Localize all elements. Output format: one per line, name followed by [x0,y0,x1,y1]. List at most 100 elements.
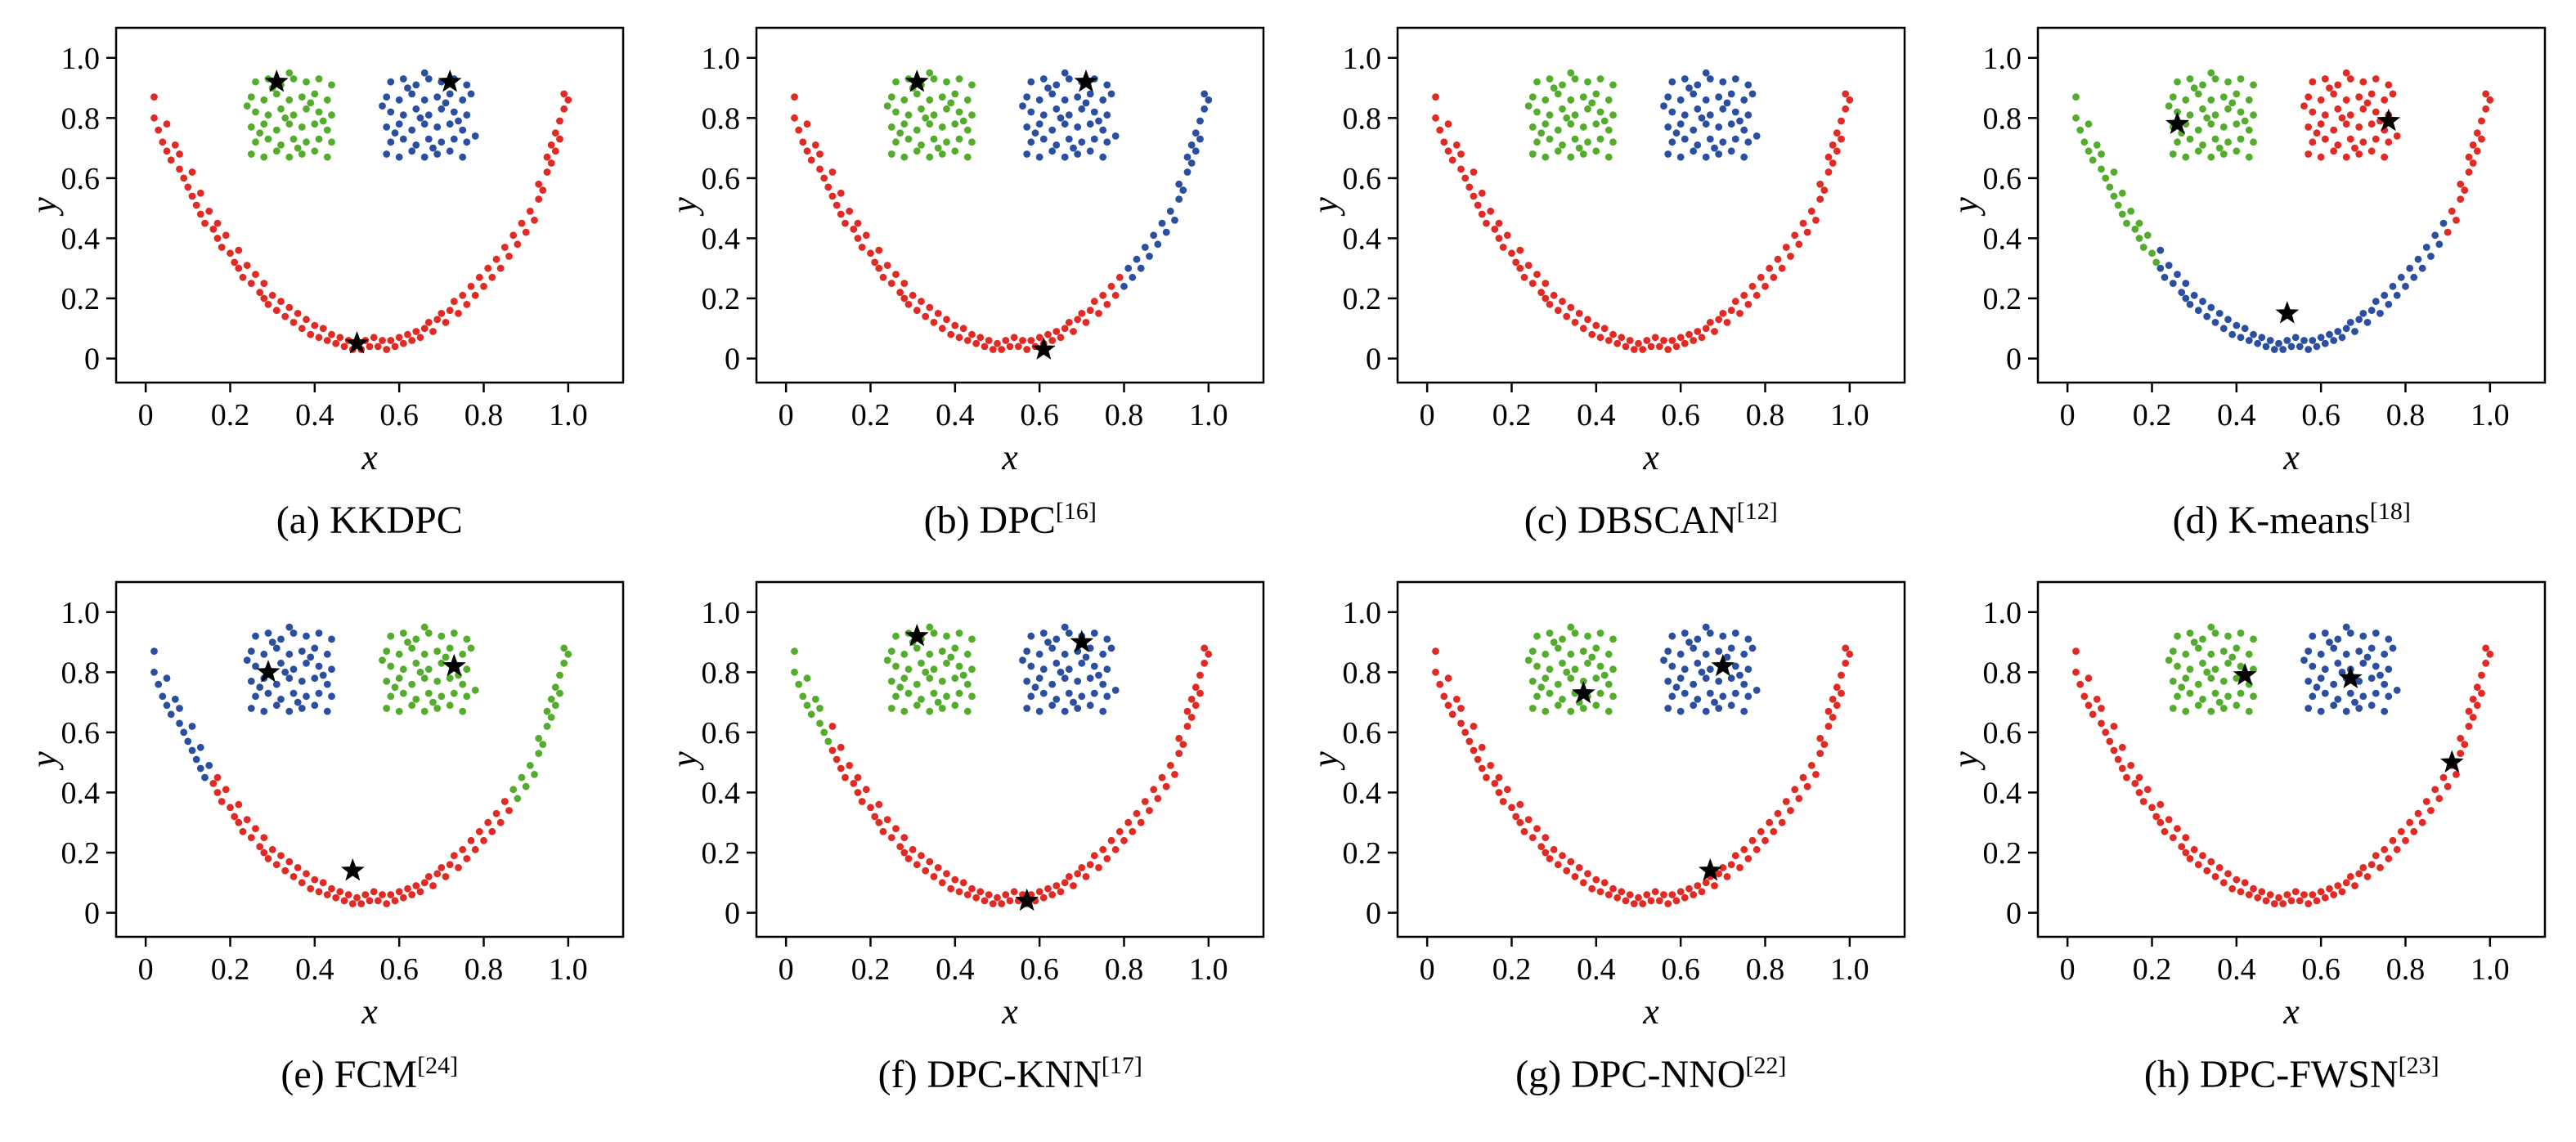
data-point [2258,334,2266,342]
data-point [1036,650,1043,658]
data-point [913,307,921,315]
data-point [192,201,200,209]
data-point [947,653,955,661]
data-point [543,707,551,715]
data-point [1205,650,1213,658]
data-point [1087,307,1094,315]
data-point [438,105,445,113]
data-point [2414,809,2422,817]
data-point [2233,644,2241,652]
data-point [2334,882,2342,889]
data-point [2343,623,2350,631]
data-point [1107,282,1115,290]
data-point [539,186,546,195]
data-point [900,849,909,857]
cluster-center-star [2275,301,2300,324]
data-point [2322,135,2329,143]
data-point [433,123,441,131]
data-point [2174,138,2182,146]
data-point [1158,219,1166,227]
data-point [1542,849,1549,857]
data-point [403,84,411,92]
data-point [475,273,483,281]
data-point [2246,337,2253,344]
data-point [327,330,335,338]
data-point [1748,282,1757,290]
data-point [268,845,276,853]
data-point [1618,334,1625,342]
data-point [2170,647,2177,655]
data-point [837,764,845,773]
data-point [1057,114,1065,122]
data-point [888,93,895,101]
data-point [1192,701,1200,710]
data-point [281,867,289,875]
data-point [2115,755,2122,764]
data-point [2186,301,2194,308]
data-point [1487,208,1494,215]
data-point [1795,795,1802,803]
plot-frame [756,26,1265,384]
data-point [2246,153,2253,161]
data-point [264,301,272,308]
data-point [1103,111,1111,119]
cluster-center-star [1015,888,1039,911]
data-point [1694,659,1701,667]
data-point [344,891,352,898]
data-point [1766,818,1773,826]
data-point [2152,813,2161,821]
data-point [900,707,909,715]
data-point [1474,201,1482,209]
data-point [871,813,879,821]
data-point [543,168,551,176]
data-point [2242,117,2249,125]
data-point [496,264,505,272]
data-point [2186,665,2194,674]
data-point [1676,334,1685,342]
data-point [2372,108,2380,116]
data-point [1702,153,1710,161]
data-point [981,343,989,351]
data-point [1842,659,1849,667]
data-point [1710,144,1718,152]
data-point [994,339,1002,347]
data-point [438,659,445,667]
data-point [2326,330,2334,338]
data-point [256,129,263,137]
data-point [2262,343,2270,351]
data-point [547,141,555,149]
data-point [968,665,976,674]
data-point [463,665,470,674]
x-tick-label: 0.2 [211,952,250,987]
data-point [1192,147,1200,155]
data-point [1200,105,1209,113]
data-point [1752,291,1761,299]
data-point [1664,900,1672,907]
data-point [2394,687,2401,694]
data-point [1487,762,1494,769]
data-point [2478,135,2486,143]
y-tick-label: 1.0 [1983,42,2022,76]
data-point [1495,235,1503,242]
x-tick-label: 0.2 [1492,952,1532,987]
data-point [387,108,394,116]
data-point [2182,280,2190,287]
data-point [289,665,298,674]
data-point [904,111,913,119]
data-point [1715,150,1722,158]
data-point [824,183,832,191]
plot-frame [756,580,1265,938]
data-point [251,108,259,116]
caption-text: (e) FCM [280,1053,418,1096]
data-point [285,674,293,683]
data-point [960,117,967,125]
data-point [904,665,913,674]
data-point [1040,689,1048,697]
data-point [1120,282,1129,290]
data-point [1091,108,1098,116]
data-point [2347,629,2354,637]
data-point [1103,301,1111,308]
scatter-plot: 000.20.20.40.40.60.60.80.81.01.0xy [1945,580,2547,1032]
data-point [1731,689,1739,697]
data-point [1528,150,1537,158]
